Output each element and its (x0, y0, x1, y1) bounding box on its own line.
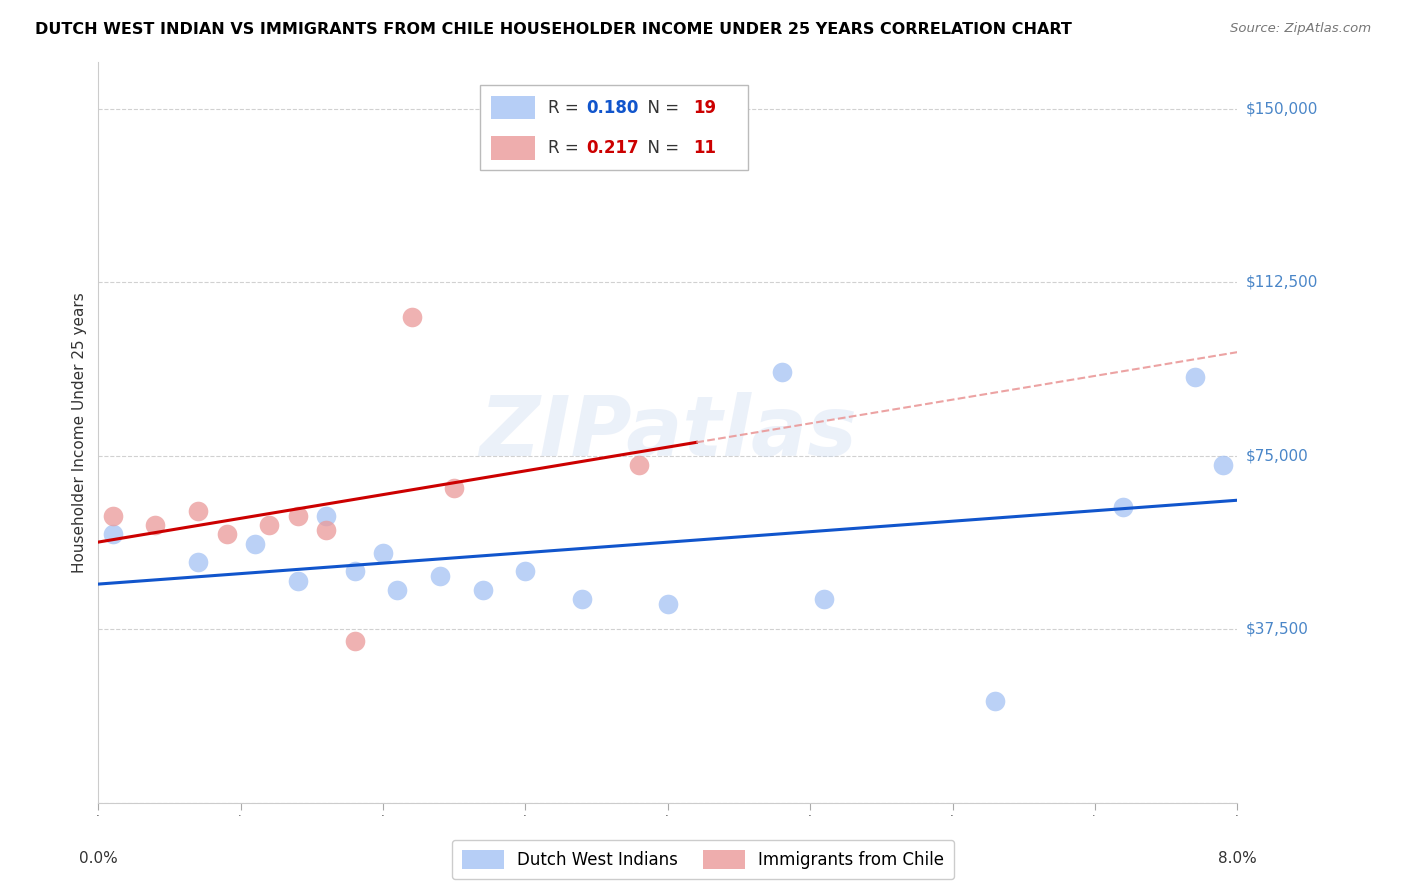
Point (429, 569, 451, 583)
Point (471, 582, 494, 597)
Point (215, 527, 238, 541)
FancyBboxPatch shape (479, 85, 748, 169)
Text: 19: 19 (693, 99, 716, 117)
Point (657, 597, 679, 611)
Point (187, 504, 209, 518)
Legend: Dutch West Indians, Immigrants from Chile: Dutch West Indians, Immigrants from Chil… (453, 840, 953, 880)
Point (187, 555, 209, 569)
Point (287, 574, 309, 588)
Point (1184, 370, 1206, 384)
Point (984, 694, 1007, 708)
FancyBboxPatch shape (491, 95, 534, 120)
Point (371, 546, 394, 560)
Text: ZIPatlas: ZIPatlas (479, 392, 856, 473)
Text: R =: R = (548, 99, 585, 117)
Point (1212, 458, 1234, 472)
Point (387, 582, 409, 597)
Point (571, 592, 593, 607)
Text: N =: N = (637, 99, 685, 117)
Point (343, 633, 366, 648)
Y-axis label: Householder Income Under 25 years: Householder Income Under 25 years (72, 293, 87, 573)
Text: N =: N = (637, 139, 685, 157)
Text: R =: R = (548, 139, 585, 157)
Text: 0.217: 0.217 (586, 139, 638, 157)
Text: $150,000: $150,000 (1246, 101, 1317, 116)
Point (1112, 500, 1135, 514)
Point (315, 508, 337, 523)
Point (770, 366, 793, 380)
Point (343, 565, 366, 579)
Text: $37,500: $37,500 (1246, 622, 1309, 637)
Text: 8.0%: 8.0% (1218, 851, 1257, 866)
Text: Source: ZipAtlas.com: Source: ZipAtlas.com (1230, 22, 1371, 36)
Point (287, 508, 309, 523)
Point (813, 592, 835, 607)
FancyBboxPatch shape (491, 136, 534, 161)
Text: $75,000: $75,000 (1246, 449, 1309, 463)
Point (401, 310, 423, 324)
Text: 0.0%: 0.0% (79, 851, 118, 866)
Point (101, 527, 124, 541)
Text: 0.180: 0.180 (586, 99, 638, 117)
Point (628, 458, 651, 472)
Point (515, 565, 537, 579)
Text: $112,500: $112,500 (1246, 275, 1317, 290)
Point (315, 523, 337, 537)
Point (145, 518, 167, 533)
Point (101, 508, 124, 523)
Point (243, 536, 266, 550)
Point (259, 518, 281, 533)
Text: 11: 11 (693, 139, 716, 157)
Point (443, 481, 465, 495)
Text: DUTCH WEST INDIAN VS IMMIGRANTS FROM CHILE HOUSEHOLDER INCOME UNDER 25 YEARS COR: DUTCH WEST INDIAN VS IMMIGRANTS FROM CHI… (35, 22, 1071, 37)
